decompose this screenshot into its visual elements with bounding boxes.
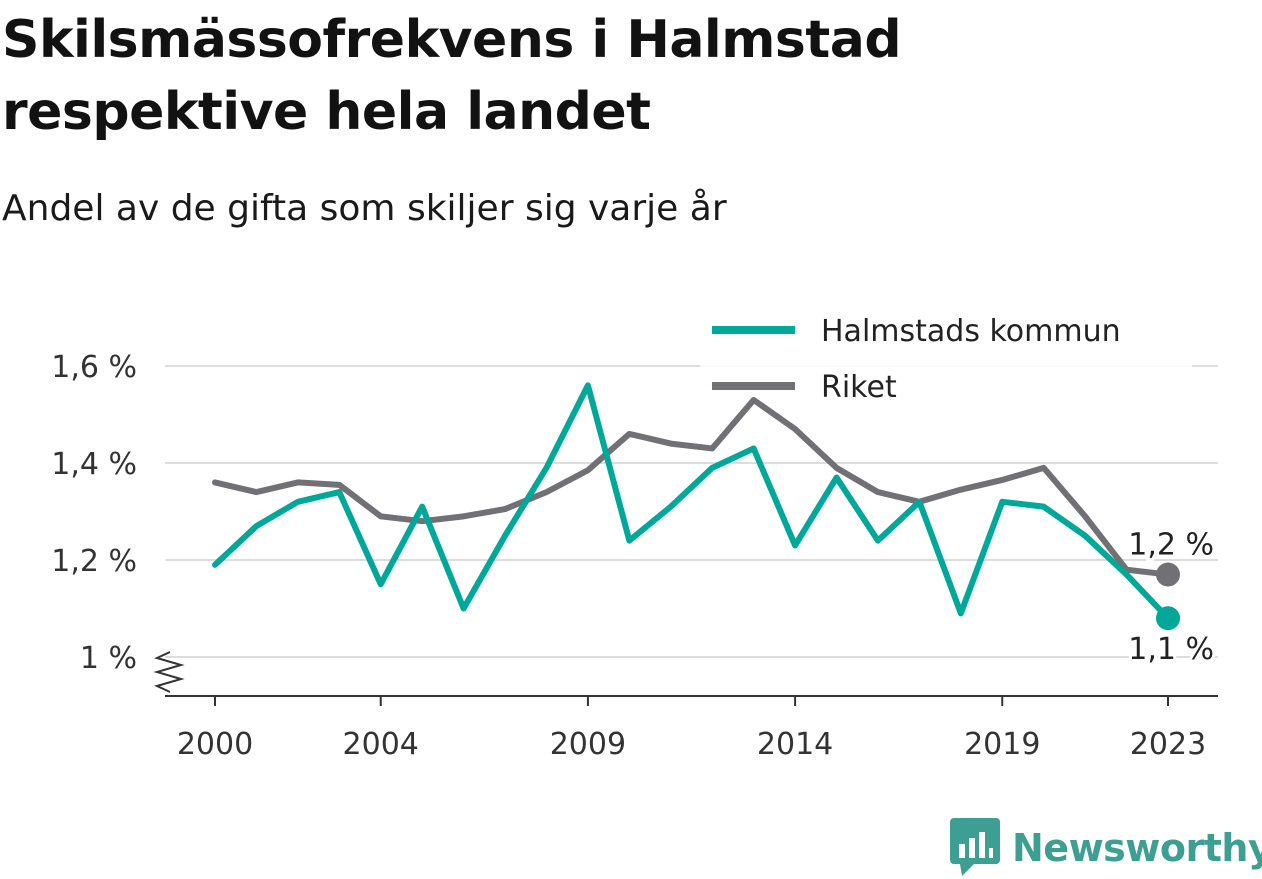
chart-subtitle: Andel av de gifta som skiljer sig varje …: [2, 188, 727, 229]
axis-break-icon: [153, 651, 185, 693]
y-tick-label: 1,6 %: [51, 350, 137, 385]
x-tick-label: 2023: [1130, 727, 1206, 762]
x-tick-label: 2019: [964, 727, 1040, 762]
x-tick-label: 2000: [177, 727, 253, 762]
series-line: [212, 382, 1171, 622]
x-tick-label: 2014: [757, 727, 833, 762]
brand-name: Newsworthy: [1012, 826, 1262, 870]
end-value-label: 1,2 %: [1128, 528, 1214, 563]
legend-label: Riket: [821, 370, 897, 405]
brand: Newsworthy: [950, 818, 1262, 878]
x-tick-label: 2004: [343, 727, 419, 762]
chart-title: Skilsmässofrekvens i Halmstad respektive…: [2, 10, 902, 142]
x-tick-label: 2009: [550, 727, 626, 762]
end-value-label: 1,1 %: [1128, 632, 1214, 667]
legend-label: Halmstads kommun: [821, 314, 1121, 349]
legend-background: [700, 305, 1192, 415]
end-point-marker: [1156, 606, 1180, 631]
y-tick-label: 1,2 %: [51, 544, 137, 579]
series-line: [212, 396, 1171, 578]
newsworthy-logo-icon: [950, 818, 1000, 876]
end-point-marker: [1156, 562, 1180, 587]
y-tick-label: 1 %: [80, 641, 137, 676]
y-tick-label: 1,4 %: [51, 447, 137, 482]
